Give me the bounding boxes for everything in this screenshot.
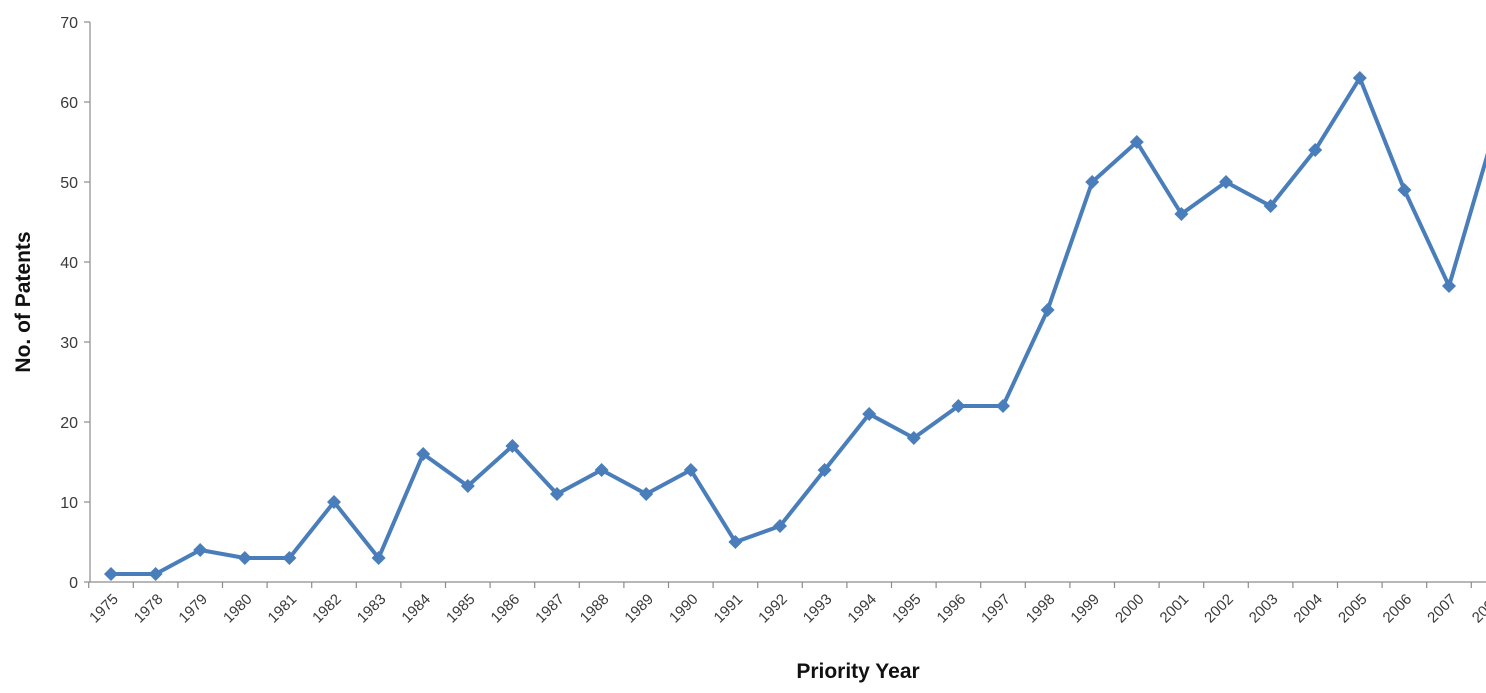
data-point	[1442, 279, 1456, 293]
x-tick-label: 2000	[1112, 591, 1148, 627]
data-point	[416, 447, 431, 461]
data-point	[104, 567, 118, 581]
data-point	[193, 543, 208, 557]
y-tick-label: 50	[60, 175, 78, 192]
x-axis-title: Priority Year	[796, 660, 919, 683]
x-tick-label: 1991	[711, 591, 747, 627]
x-tick-label: 1981	[265, 591, 301, 627]
y-tick-label: 60	[60, 95, 78, 112]
x-tick-label: 1979	[175, 591, 211, 627]
data-point	[371, 551, 386, 565]
data-point	[237, 551, 252, 565]
data-point	[951, 399, 966, 413]
x-tick-label: 1975	[86, 591, 122, 627]
x-tick-label: 1983	[354, 591, 390, 627]
data-point	[1129, 135, 1144, 149]
x-tick-label: 2006	[1380, 591, 1416, 627]
data-point	[550, 487, 564, 501]
x-tick-label: 1990	[666, 591, 702, 627]
x-tick-label: 1986	[488, 591, 524, 627]
data-point	[1308, 143, 1323, 157]
data-point	[996, 399, 1010, 413]
data-point	[1263, 199, 1278, 213]
data-point	[728, 535, 743, 549]
data-point	[1174, 207, 1189, 221]
x-tick-label: 1978	[131, 591, 167, 627]
x-tick-label: 1997	[978, 591, 1014, 627]
y-tick-label: 40	[60, 255, 78, 272]
data-point	[906, 431, 921, 445]
x-tick-label: 1982	[309, 591, 345, 627]
x-tick-label: 2008	[1469, 591, 1486, 627]
plot-area	[104, 71, 1486, 581]
y-tick-label: 30	[60, 335, 78, 352]
data-point	[639, 487, 654, 501]
x-tick-label: 1992	[755, 591, 791, 627]
x-tick-label: 1994	[844, 591, 880, 627]
x-tick-label: 1987	[532, 591, 568, 627]
x-tick-label: 1980	[220, 591, 256, 627]
x-tick-label: 2001	[1157, 591, 1193, 627]
data-point	[460, 479, 475, 493]
y-tick-label: 70	[60, 15, 78, 32]
data-point	[148, 567, 163, 581]
x-tick-label: 2007	[1424, 591, 1460, 627]
x-tick-label: 2004	[1290, 591, 1326, 627]
x-tick-label: 1988	[577, 591, 613, 627]
y-tick-label: 0	[69, 575, 78, 592]
data-point	[683, 463, 698, 477]
data-point	[1219, 175, 1233, 189]
series-line	[111, 76, 1486, 576]
data-point	[505, 439, 520, 453]
x-tick-label: 1998	[1023, 591, 1059, 627]
x-tick-label: 1995	[889, 591, 925, 627]
x-axis: 1975 1978 1979 1980 1981 1982 1983 1984 1985 1986…	[86, 581, 1486, 627]
x-tick-label: 2002	[1201, 591, 1237, 627]
data-point	[1397, 183, 1412, 197]
data-point	[1040, 303, 1055, 317]
data-point	[282, 551, 297, 565]
y-axis-title: No. of Patents	[12, 231, 35, 372]
x-tick-label: 1984	[398, 591, 434, 627]
data-point	[862, 407, 877, 421]
x-tick-label: 1996	[934, 591, 970, 627]
y-tick-label: 10	[60, 495, 78, 512]
x-tick-label: 1999	[1067, 591, 1103, 627]
data-point	[1085, 175, 1100, 189]
data-point	[327, 495, 341, 509]
x-tick-label: 1989	[621, 591, 657, 627]
data-point	[817, 463, 832, 477]
data-point	[773, 519, 787, 533]
x-tick-label: 2003	[1246, 591, 1282, 627]
x-tick-label: 1985	[443, 591, 479, 627]
y-tick-label: 20	[60, 415, 78, 432]
x-tick-label: 1993	[800, 591, 836, 627]
y-axis: 0 10 20 30 40 50 60 70	[60, 15, 91, 592]
data-point	[1352, 71, 1367, 85]
x-tick-label: 2005	[1335, 591, 1371, 627]
data-point	[594, 463, 609, 477]
